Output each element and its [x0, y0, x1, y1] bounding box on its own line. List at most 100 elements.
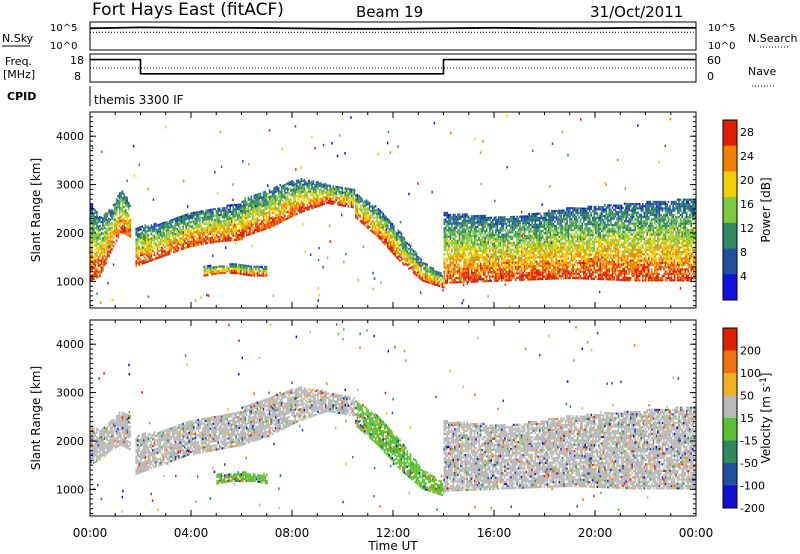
echo-cell	[187, 241, 189, 244]
echo-cell	[361, 197, 363, 200]
echo-cell	[505, 268, 508, 271]
echo-cell	[117, 219, 119, 222]
echo-cell	[529, 250, 532, 253]
echo-cell	[470, 278, 473, 281]
echo-cell	[380, 222, 383, 225]
echo-cell	[475, 243, 477, 246]
echo-cell	[208, 237, 210, 240]
echo-cell	[91, 252, 94, 255]
echo-cell	[109, 223, 112, 226]
echo-cell	[150, 257, 153, 260]
echo-cell	[227, 237, 230, 240]
echo-cell	[240, 207, 242, 210]
echo-cell	[255, 226, 257, 229]
echo-cell	[262, 197, 265, 201]
echo-cell	[211, 219, 213, 222]
echo-cell	[220, 220, 222, 223]
echo-cell	[315, 192, 318, 195]
echo-cell	[481, 267, 483, 270]
echo-cell	[215, 220, 218, 223]
echo-cell	[317, 187, 319, 190]
echo-cell	[347, 198, 350, 201]
echo-cell	[528, 239, 530, 242]
echo-cell	[329, 187, 331, 190]
echo-cell	[467, 215, 470, 218]
echo-cell	[463, 230, 465, 233]
echo-cell	[540, 236, 543, 239]
echo-cell	[153, 258, 156, 261]
echo-cell	[516, 215, 518, 218]
echo-cell	[230, 230, 233, 233]
echo-cell	[340, 201, 342, 205]
echo-cell	[153, 234, 156, 237]
echo-cell	[156, 228, 159, 231]
echo-cell	[158, 241, 160, 244]
echo-cell	[96, 219, 98, 222]
echo-cell	[317, 183, 319, 186]
echo-cell	[168, 241, 171, 244]
echo-cell	[443, 242, 446, 245]
echo-cell	[296, 212, 298, 215]
echo-cell	[423, 268, 425, 272]
echo-cell	[532, 269, 535, 272]
echo-cell	[460, 254, 462, 258]
echo-cell	[466, 243, 468, 246]
echo-cell	[224, 213, 227, 216]
echo-cell	[100, 271, 103, 274]
echo-cell	[208, 224, 210, 227]
echo-cell	[190, 225, 192, 228]
echo-cell	[523, 278, 526, 281]
echo-cell	[124, 200, 127, 203]
echo-cell	[118, 198, 121, 202]
echo-cell	[501, 218, 503, 221]
echo-cell	[393, 224, 395, 227]
echo-cell	[546, 218, 549, 222]
echo-cell	[285, 191, 287, 195]
echo-cell	[495, 270, 497, 274]
echo-cell	[454, 272, 456, 275]
echo-cell	[388, 234, 391, 238]
echo-cell	[182, 243, 184, 246]
echo-cell	[90, 237, 92, 240]
echo-cell	[383, 221, 386, 224]
echo-cell	[176, 228, 178, 231]
echo-cell	[140, 247, 142, 250]
echo-cell	[549, 271, 552, 274]
echo-cell	[188, 225, 191, 228]
echo-cell	[99, 237, 101, 240]
echo-cell	[179, 218, 181, 221]
echo-cell	[121, 203, 124, 206]
echo-cell	[105, 220, 107, 224]
echo-cell	[182, 227, 184, 231]
echo-cell	[138, 228, 141, 231]
echo-cell	[364, 209, 366, 212]
echo-cell	[200, 223, 203, 226]
echo-cell	[523, 226, 526, 229]
echo-cell	[99, 266, 101, 269]
echo-cell	[288, 203, 291, 206]
echo-cell	[374, 231, 377, 234]
echo-cell	[466, 235, 468, 238]
echo-cell	[374, 209, 377, 212]
echo-cell	[545, 269, 547, 272]
echo-cell	[460, 215, 462, 218]
echo-cell	[290, 198, 292, 201]
echo-cell	[499, 216, 502, 219]
echo-cell	[448, 268, 450, 271]
echo-cell	[560, 264, 562, 267]
echo-cell	[108, 233, 110, 236]
echo-cell	[525, 219, 527, 222]
echo-cell	[373, 206, 375, 209]
echo-cell	[367, 209, 369, 212]
echo-cell	[259, 227, 262, 230]
echo-cell	[244, 230, 247, 233]
echo-cell	[517, 220, 520, 223]
echo-cell	[91, 215, 94, 218]
echo-cell	[458, 228, 461, 231]
echo-cell	[138, 239, 141, 242]
echo-cell	[364, 200, 366, 203]
echo-cell	[452, 220, 455, 223]
echo-cell	[558, 242, 561, 245]
echo-cell	[324, 182, 327, 185]
echo-cell	[528, 271, 530, 274]
